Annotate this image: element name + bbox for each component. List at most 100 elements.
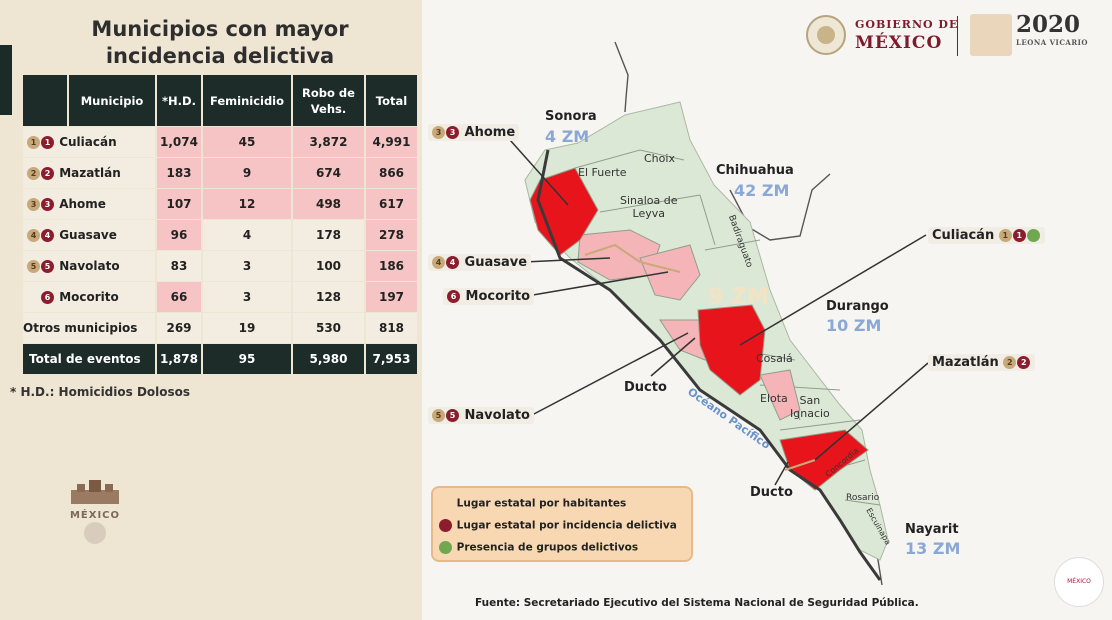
group-presence-badge [1026, 229, 1040, 242]
building-icon [71, 480, 119, 504]
culiacan-leader [739, 234, 927, 346]
crime-rank-badge: 1 [41, 136, 54, 149]
crime-rank-badge: 2 [41, 167, 54, 180]
zm-sonora: 4 ZM [545, 127, 590, 146]
population-rank-badge: 1 [27, 136, 40, 149]
label-el-fuerte: El Fuerte [578, 166, 627, 179]
gobierno-logo-text: GOBIERNO DE MÉXICO [855, 18, 959, 53]
feminicidio-cell: 95 [203, 344, 291, 374]
robo-cell: 674 [293, 158, 364, 188]
label-sinaloa-leyva: Sinaloa de Leyva [620, 194, 678, 220]
total-cell: 866 [366, 158, 417, 188]
feminicidio-cell: 9 [203, 158, 291, 188]
crime-rank-badge: 3 [41, 198, 54, 211]
header-divider [957, 16, 958, 56]
header-feminicidio: Feminicidio [203, 75, 291, 126]
header-rank [23, 75, 67, 126]
robo-cell: 530 [293, 313, 364, 343]
crime-rank-badge: 5 [41, 260, 54, 273]
navolato-leader [531, 332, 689, 416]
hd-cell: 1,074 [157, 127, 201, 157]
label-san-ignacio: San Ignacio [790, 394, 830, 420]
mocorito-leader [526, 271, 669, 297]
crime-rank-badge: 6 [41, 291, 54, 304]
elota-area [759, 369, 801, 421]
robo-cell: 100 [293, 251, 364, 281]
zm-durango: 10 ZM [826, 316, 882, 335]
footnote: * H.D.: Homicidios Dolosos [10, 385, 191, 399]
title-line1: Municipios con mayor [91, 17, 349, 41]
total-cell: 197 [366, 282, 417, 312]
source-note: Fuente: Secretariado Ejecutivo del Siste… [475, 597, 919, 609]
population-rank-badge: 4 [27, 229, 40, 242]
ahome-area [529, 167, 599, 256]
escudo-icon [806, 15, 846, 55]
hd-cell: 107 [157, 189, 201, 219]
border-sonora-chihuahua [614, 41, 629, 113]
population-rank-badge: 3 [27, 198, 40, 211]
population-rank-badge: 5 [27, 260, 40, 273]
robo-cell: 3,872 [293, 127, 364, 157]
zm-chihuahua: 42 ZM [734, 181, 790, 200]
legend-item: Lugar estatal por incidencia delictiva [439, 519, 677, 532]
total-cell: 186 [366, 251, 417, 281]
label-ducto: Ducto [624, 380, 667, 395]
feminicidio-cell: 3 [203, 282, 291, 312]
hd-cell: 1,878 [157, 344, 201, 374]
mexico-logo-text: MÉXICO [69, 510, 121, 521]
header-robo: Robo de Vehs. [293, 75, 364, 126]
sinaloa-map [509, 41, 929, 586]
label-cosala: Cosalá [756, 352, 793, 365]
robo-cell: 128 [293, 282, 364, 312]
population-rank-badge: 2 [27, 167, 40, 180]
culiacan-area [697, 304, 766, 396]
municipio-name: Culiacán [59, 135, 117, 149]
year-logo: 2020 LEONA VICARIO [1016, 11, 1089, 48]
total-cell: 7,953 [366, 344, 417, 374]
state-label-nayarit: Nayarit [905, 522, 959, 537]
feminicidio-cell: 19 [203, 313, 291, 343]
header-municipio: Municipio [69, 75, 155, 126]
seal-icon [84, 522, 106, 544]
page-title: Municipios con mayor incidencia delictiv… [20, 16, 420, 70]
map-legend: Lugar estatal por habitantes Lugar estat… [431, 486, 693, 562]
crime-rank-icon [439, 519, 452, 532]
ahome-leader [509, 139, 569, 206]
table-row-others: Otros municipios 269 19 530 818 [23, 313, 417, 343]
title-line2: incidencia delictiva [105, 44, 335, 68]
total-label: Total de eventos [23, 344, 155, 374]
header-total: Total [366, 75, 417, 126]
state-label-chihuahua: Chihuahua [716, 163, 794, 178]
crime-table: Municipio *H.D. Feminicidio Robo de Vehs… [21, 74, 419, 375]
left-accent-bar [0, 45, 12, 115]
table-row: 6 Mocorito 66 3 128 197 [23, 282, 417, 312]
ducto-leader [650, 337, 696, 377]
crime-rank-badge: 4 [41, 229, 54, 242]
total-cell: 278 [366, 220, 417, 250]
total-cell: 4,991 [366, 127, 417, 157]
label-ducto-south: Ducto [750, 485, 793, 500]
label-elota: Elota [760, 392, 788, 405]
municipio-cell: 6 Mocorito [23, 282, 155, 312]
ducto-line [584, 243, 681, 273]
municipio-name: Mazatlán [59, 166, 121, 180]
ducto-line-south [784, 459, 816, 471]
municipio-name: Ahome [59, 197, 106, 211]
coastline [536, 149, 882, 581]
table-row-total: Total de eventos 1,878 95 5,980 7,953 [23, 344, 417, 374]
hd-cell: 83 [157, 251, 201, 281]
total-cell: 818 [366, 313, 417, 343]
hd-cell: 183 [157, 158, 201, 188]
group-presence-icon [439, 541, 452, 554]
